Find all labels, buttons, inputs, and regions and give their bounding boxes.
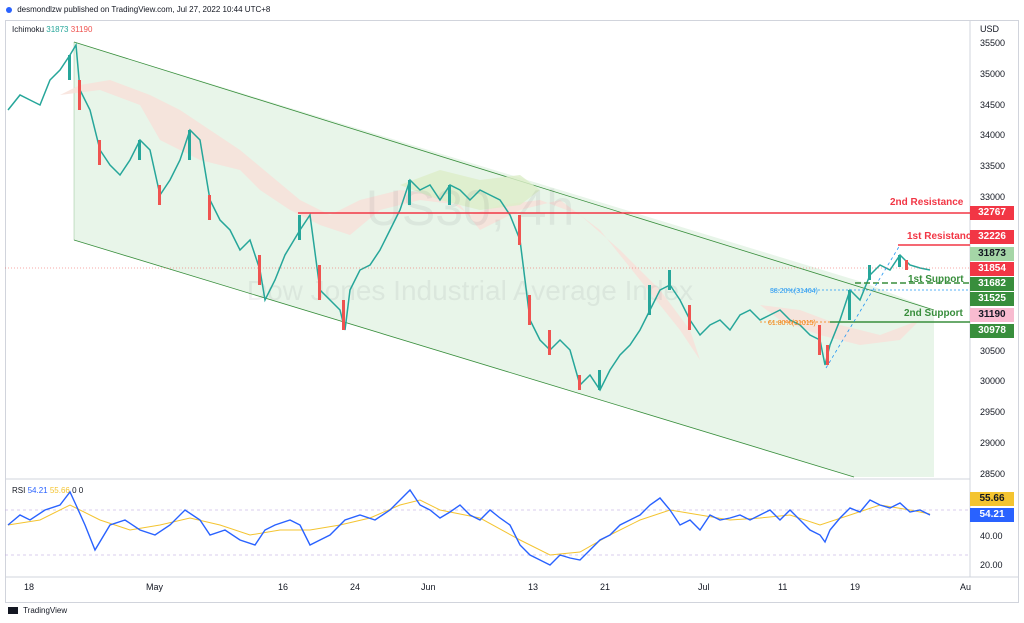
s1-price-badge: 31682: [970, 277, 1014, 291]
rsi-tick: 20.00: [980, 560, 1003, 570]
price-tick: 34000: [980, 130, 1006, 140]
kijun-price-badge: 31190: [970, 308, 1014, 322]
current-price-badge: 31854: [970, 262, 1014, 276]
rsi-value-1: 54.21: [27, 486, 48, 495]
fib-price-badge: 31525: [970, 292, 1014, 306]
watermark-name: Dow Jones Industrial Average Index: [247, 275, 693, 306]
rsi-legend[interactable]: RSI 54.21 55.66 0 0: [12, 486, 83, 495]
watermark-symbol: US30, 4h: [366, 180, 574, 236]
rsi-value-3: 0: [72, 486, 77, 495]
r1-price-badge: 32226: [970, 230, 1014, 244]
ichimoku-cloud-red-2: [760, 305, 920, 345]
ichimoku-cloud-red: [60, 80, 700, 360]
channel-fill: [74, 42, 934, 477]
tradingview-logo-icon: [8, 607, 18, 615]
rsi-value-badge: 54.21: [970, 508, 1014, 522]
fib-61-label: 61.80%(31015): [768, 320, 816, 327]
time-label: 13: [528, 582, 539, 592]
publish-header: desmondlzw published on TradingView.com,…: [0, 0, 1024, 20]
ichimoku-value-2: 31190: [70, 25, 93, 34]
time-label: Jun: [421, 582, 436, 592]
chart-frame: [5, 20, 1019, 603]
time-label: 24: [350, 582, 361, 592]
tenkan-price-badge: 31873: [970, 247, 1014, 261]
bullish-candles: [68, 55, 901, 390]
price-tick: 33500: [980, 161, 1006, 171]
tradingview-logo-icon: [6, 6, 12, 13]
rsi-tick: 40.00: [980, 531, 1003, 541]
rsi-line: [7, 488, 931, 566]
time-label: 18: [24, 582, 35, 592]
time-label: 11: [778, 582, 788, 592]
rsi-ma-badge: 55.66: [970, 492, 1014, 506]
rsi-label: RSI: [12, 486, 26, 495]
time-label: May: [146, 582, 164, 592]
rsi-value-4: 0: [78, 486, 84, 495]
publish-title: desmondlzw published on TradingView.com,…: [17, 5, 271, 14]
price-tick: 29500: [980, 407, 1006, 417]
tradingview-brand: TradingView: [23, 606, 68, 615]
price-tick: 30000: [980, 376, 1006, 386]
resistance-2-label: 2nd Resistance: [890, 197, 964, 208]
r2-price-badge: 32767: [970, 206, 1014, 220]
price-tick: 30500: [980, 346, 1006, 356]
ichimoku-value-1: 31873: [46, 25, 69, 34]
s2-price-badge: 30978: [970, 324, 1014, 338]
time-label: 16: [278, 582, 289, 592]
ichimoku-label: Ichimoku: [12, 25, 45, 34]
currency-label: USD: [980, 24, 1000, 34]
support-2-label: 2nd Support: [904, 308, 963, 319]
price-tick: 28500: [980, 469, 1006, 479]
price-tick: 34500: [980, 100, 1006, 110]
tradingview-footer[interactable]: TradingView: [8, 606, 67, 615]
price-tick: 35000: [980, 69, 1006, 79]
time-label: 19: [850, 582, 861, 592]
rsi-value-2: 55.66: [49, 486, 70, 495]
channel-upper-line[interactable]: [73, 41, 935, 311]
price-tick: 29000: [980, 438, 1006, 448]
fib-38-label: 38.20%(31464): [770, 288, 818, 295]
rsi-ma-line: [7, 499, 931, 556]
bearish-candles: [78, 80, 908, 390]
ichimoku-legend[interactable]: Ichimoku 31873 31190: [12, 25, 92, 34]
time-label: Jul: [698, 582, 710, 592]
price-tick: 35500: [980, 38, 1006, 48]
ichimoku-cloud-green: [400, 170, 540, 210]
support-1-label: 1st Support: [908, 274, 964, 285]
price-tick: 33000: [980, 192, 1006, 202]
resistance-1-label: 1st Resistance: [907, 231, 978, 242]
time-label: Au: [960, 582, 972, 592]
channel-lower-line[interactable]: [73, 239, 855, 478]
time-label: 21: [600, 582, 611, 592]
